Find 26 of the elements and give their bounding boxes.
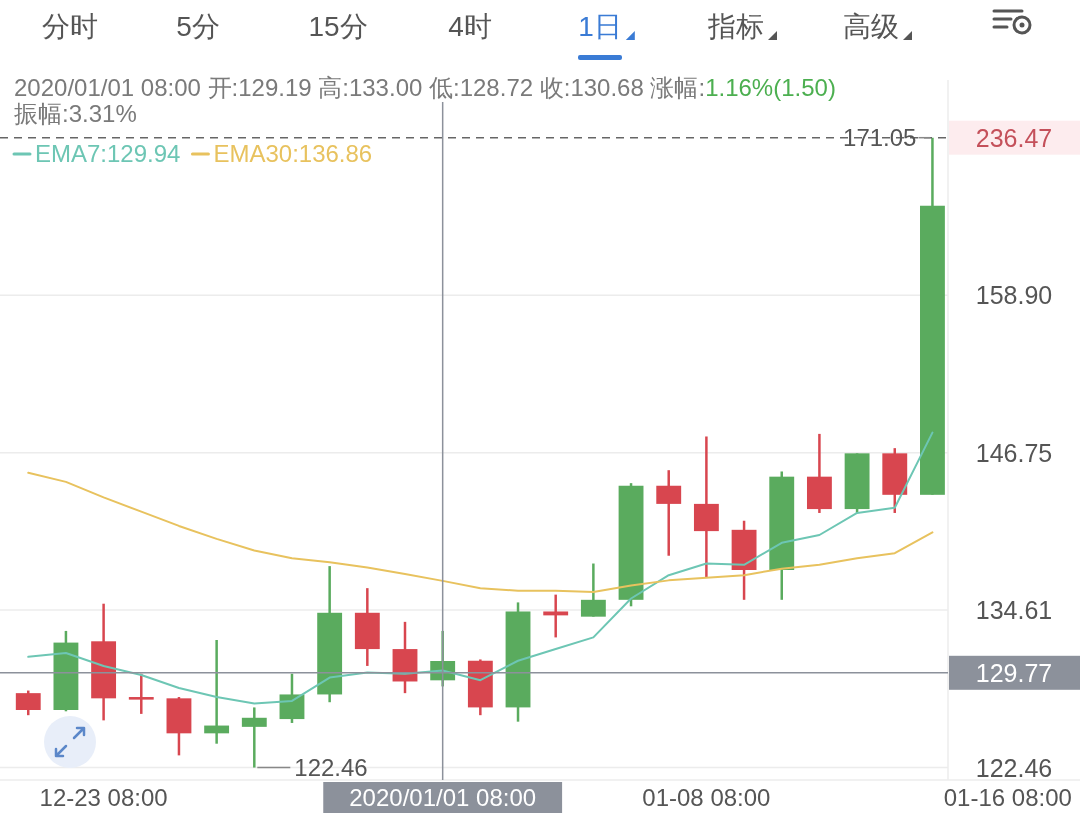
y-tick-label: 134.61 (975, 596, 1053, 625)
x-tick-label: 01-08 08:00 (642, 784, 771, 811)
line-series (27, 471, 934, 594)
chart-title: 2020/01/01 08:00 开:129.19 高:133.00 低:128.72 收:130.68 涨幅: (14, 74, 706, 101)
annotation: 236.47 (975, 123, 1053, 152)
text: 分时 (42, 11, 98, 42)
text: 振幅:3.31% (14, 100, 137, 127)
annotation: 122.46 (294, 754, 368, 782)
text: 4时 (448, 11, 492, 42)
legend-label: EMA30:136.86 (213, 140, 373, 167)
ref-line-label: 2020/01/01 08:00 (349, 784, 537, 811)
annotation: 1.16%(1.50) (705, 74, 836, 101)
text: 5分 (176, 11, 220, 42)
text: 指标 (707, 11, 764, 42)
y-tick-label: 158.90 (975, 281, 1053, 310)
y-tick-label: 122.46 (975, 753, 1053, 782)
y-tick-label: 146.75 (975, 438, 1053, 467)
x-tick-label: 01-16 08:00 (943, 784, 1072, 811)
text: 1日 (578, 11, 622, 42)
x-tick-label: 12-23 08:00 (39, 784, 168, 811)
annotation: 171.05 (843, 124, 917, 152)
ref-line-label: 129.77 (975, 658, 1053, 687)
legend-label: EMA7:129.94 (35, 140, 181, 167)
line-series (27, 431, 934, 705)
text: 15分 (308, 11, 368, 42)
text: 高级 (843, 11, 899, 42)
